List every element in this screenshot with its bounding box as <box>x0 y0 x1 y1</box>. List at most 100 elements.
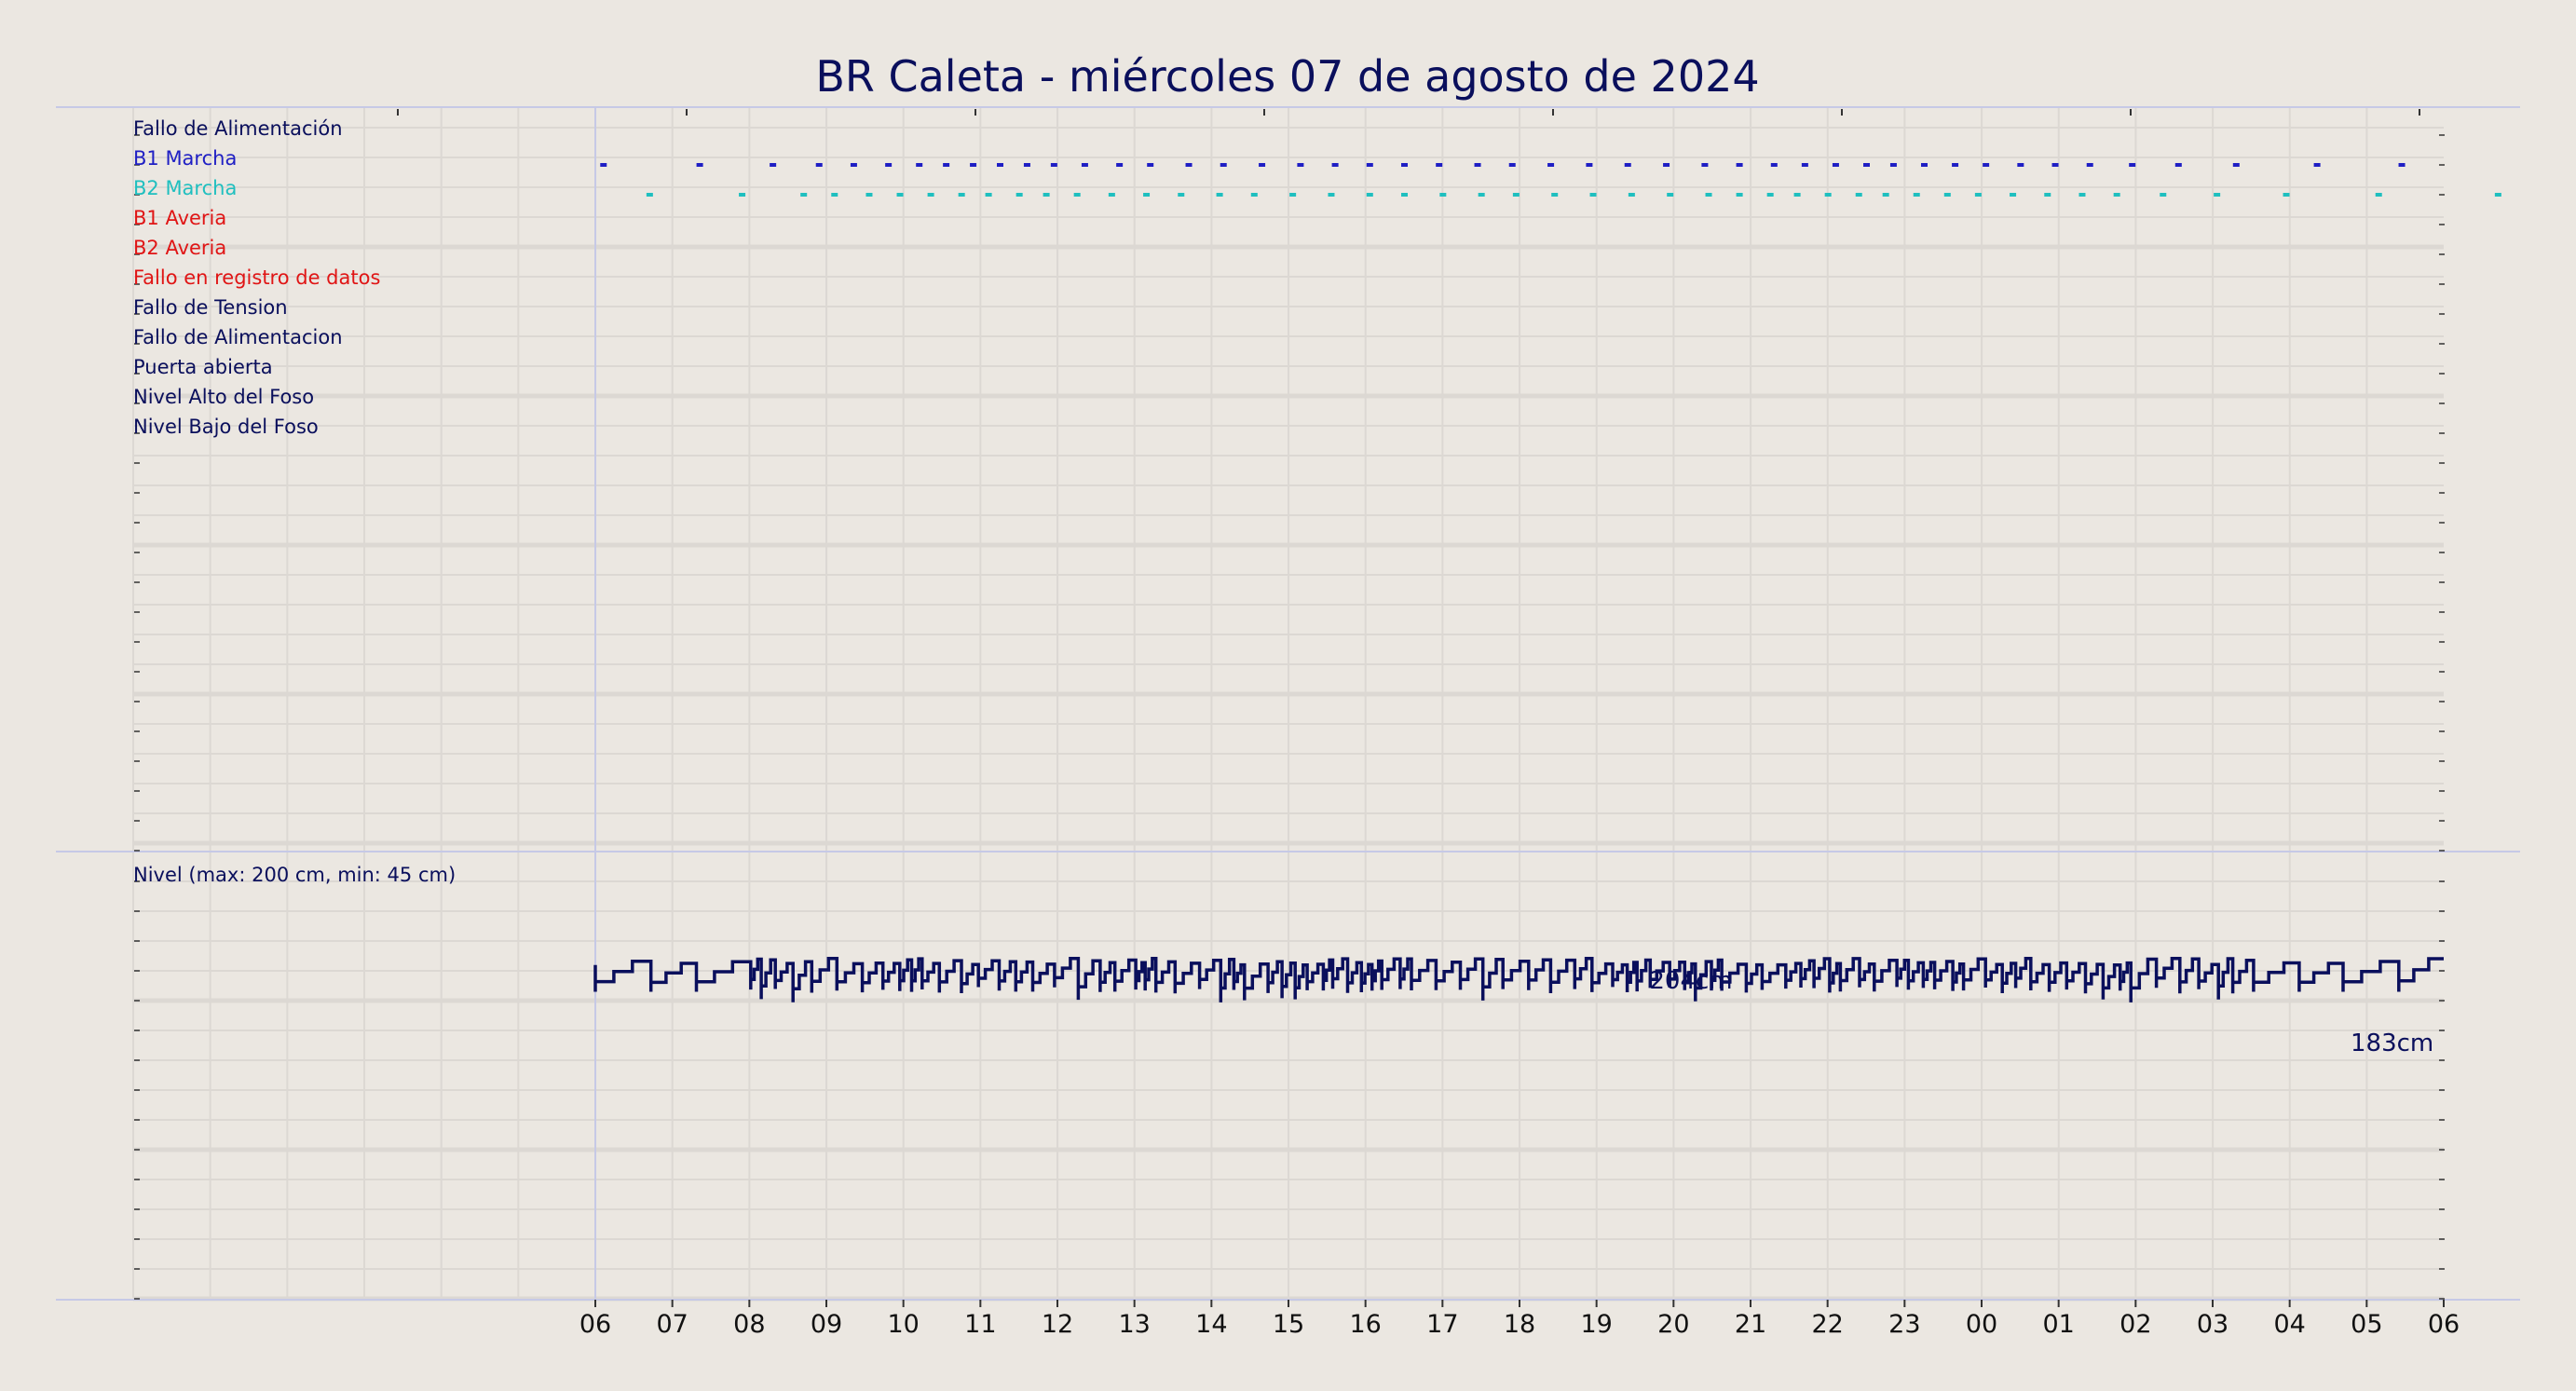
chart-title: BR Caleta - miércoles 07 de agosto de 20… <box>815 51 1759 102</box>
nivel-series-line <box>593 956 2444 1002</box>
x-tick-label: 14 <box>1195 1310 1227 1339</box>
x-tick-label: 00 <box>1966 1310 1997 1339</box>
signal-event-mark <box>2232 163 2240 167</box>
signal-event-mark <box>1793 193 1801 197</box>
signal-event-mark <box>943 163 950 167</box>
signal-event-mark <box>1952 163 1959 167</box>
signal-label: Nivel Alto del Foso <box>133 386 314 408</box>
signal-event-mark <box>1081 163 1088 167</box>
signal-event-mark <box>1401 163 1408 167</box>
signal-event-mark <box>1439 193 1447 197</box>
x-tick-label: 04 <box>2273 1310 2305 1339</box>
signal-event-mark <box>865 193 873 197</box>
signal-event-mark <box>1551 193 1559 197</box>
x-tick-label: 16 <box>1349 1310 1381 1339</box>
x-tick-label: 12 <box>1042 1310 1073 1339</box>
signal-event-mark <box>1863 163 1870 167</box>
x-tick-label: 20 <box>1657 1310 1689 1339</box>
signal-event-mark <box>1921 163 1928 167</box>
signal-event-mark <box>1547 163 1555 167</box>
signal-event-mark <box>1512 193 1520 197</box>
signal-label: B1 Marcha <box>133 147 237 170</box>
signal-event-mark <box>1043 193 1050 197</box>
signal-label: B1 Averia <box>133 207 226 229</box>
signal-event-mark <box>2113 193 2120 197</box>
signal-event-mark <box>1220 163 1227 167</box>
signal-event-mark <box>1889 163 1897 167</box>
signal-event-mark <box>2129 163 2136 167</box>
signal-event-mark <box>850 163 857 167</box>
x-tick-label: 02 <box>2119 1310 2151 1339</box>
x-tick-label: 11 <box>964 1310 996 1339</box>
signal-event-mark <box>2214 193 2221 197</box>
signal-event-mark <box>1478 193 1485 197</box>
x-tick-label: 06 <box>2428 1310 2460 1339</box>
signal-event-mark <box>1050 163 1057 167</box>
x-tick-label: 03 <box>2197 1310 2228 1339</box>
signal-event-mark <box>2283 193 2290 197</box>
signal-event-mark <box>696 163 703 167</box>
signal-event-mark <box>2160 193 2167 197</box>
x-tick-label: 07 <box>656 1310 688 1339</box>
signal-event-mark <box>1015 193 1023 197</box>
signal-label: Puerta abierta <box>133 356 273 378</box>
signal-event-mark <box>1331 163 1339 167</box>
signal-event-mark <box>1667 193 1674 197</box>
signal-event-mark <box>1766 193 1774 197</box>
signal-labels: Fallo de Alimentación B1 Marcha B2 Marcha B… <box>133 117 380 438</box>
x-tick-label: 19 <box>1580 1310 1612 1339</box>
x-tick-label: 21 <box>1735 1310 1766 1339</box>
signal-event-mark <box>1474 163 1481 167</box>
signal-event-mark <box>1983 163 1990 167</box>
nivel-max-annotation: 204cm <box>1649 967 1732 995</box>
signal-label: Fallo en registro de datos <box>133 266 380 289</box>
grid <box>132 107 2444 1302</box>
signal-event-mark <box>970 163 977 167</box>
signal-event-mark <box>1259 163 1266 167</box>
signal-event-mark <box>815 163 823 167</box>
signal-event-mark <box>1701 163 1709 167</box>
signal-event-mark <box>646 193 653 197</box>
signal-event-mark <box>1147 163 1154 167</box>
signal-event-mark <box>1178 193 1185 197</box>
signal-event-mark <box>958 193 965 197</box>
signal-event-mark <box>1366 193 1373 197</box>
signal-event-mark <box>2494 193 2501 197</box>
signal-label: Fallo de Tension <box>133 296 288 319</box>
signal-event-mark <box>985 193 992 197</box>
signal-event-mark <box>1366 163 1373 167</box>
x-tick-label: 23 <box>1888 1310 1920 1339</box>
signal-event-mark <box>2010 193 2017 197</box>
signal-event-mark <box>885 163 893 167</box>
signal-event-mark <box>1913 193 1920 197</box>
signal-event-mark <box>1185 163 1193 167</box>
signal-event-mark <box>1801 163 1808 167</box>
signal-event-mark <box>800 193 808 197</box>
x-tick-label: 10 <box>887 1310 919 1339</box>
signal-event-mark <box>1401 193 1408 197</box>
nivel-last-annotation: 183cm <box>2351 1030 2433 1057</box>
x-tick-label: 08 <box>733 1310 765 1339</box>
nivel-label: Nivel (max: 200 cm, min: 45 cm) <box>133 864 456 886</box>
signal-label: Nivel Bajo del Foso <box>133 416 319 438</box>
signal-event-mark <box>2174 163 2182 167</box>
signal-event-mark <box>1628 193 1635 197</box>
signal-event-mark <box>1589 193 1597 197</box>
signal-event-mark <box>1624 163 1631 167</box>
signal-event-mark <box>1216 193 1223 197</box>
signal-event-mark <box>739 193 746 197</box>
signal-event-mark <box>1736 193 1743 197</box>
signal-event-mark <box>1832 163 1839 167</box>
signal-label: Fallo de Alimentacion <box>133 326 343 348</box>
signal-event-mark <box>896 193 904 197</box>
signal-event-mark <box>1289 193 1297 197</box>
signal-event-mark <box>1882 193 1889 197</box>
signal-event-mark <box>600 163 607 167</box>
signal-event-mark <box>1023 163 1030 167</box>
signal-event-mark <box>2398 163 2406 167</box>
signal-event-mark <box>1705 193 1712 197</box>
signal-event-mark <box>1297 163 1304 167</box>
signal-event-mark <box>1855 193 1862 197</box>
signal-event-mark <box>2017 163 2024 167</box>
